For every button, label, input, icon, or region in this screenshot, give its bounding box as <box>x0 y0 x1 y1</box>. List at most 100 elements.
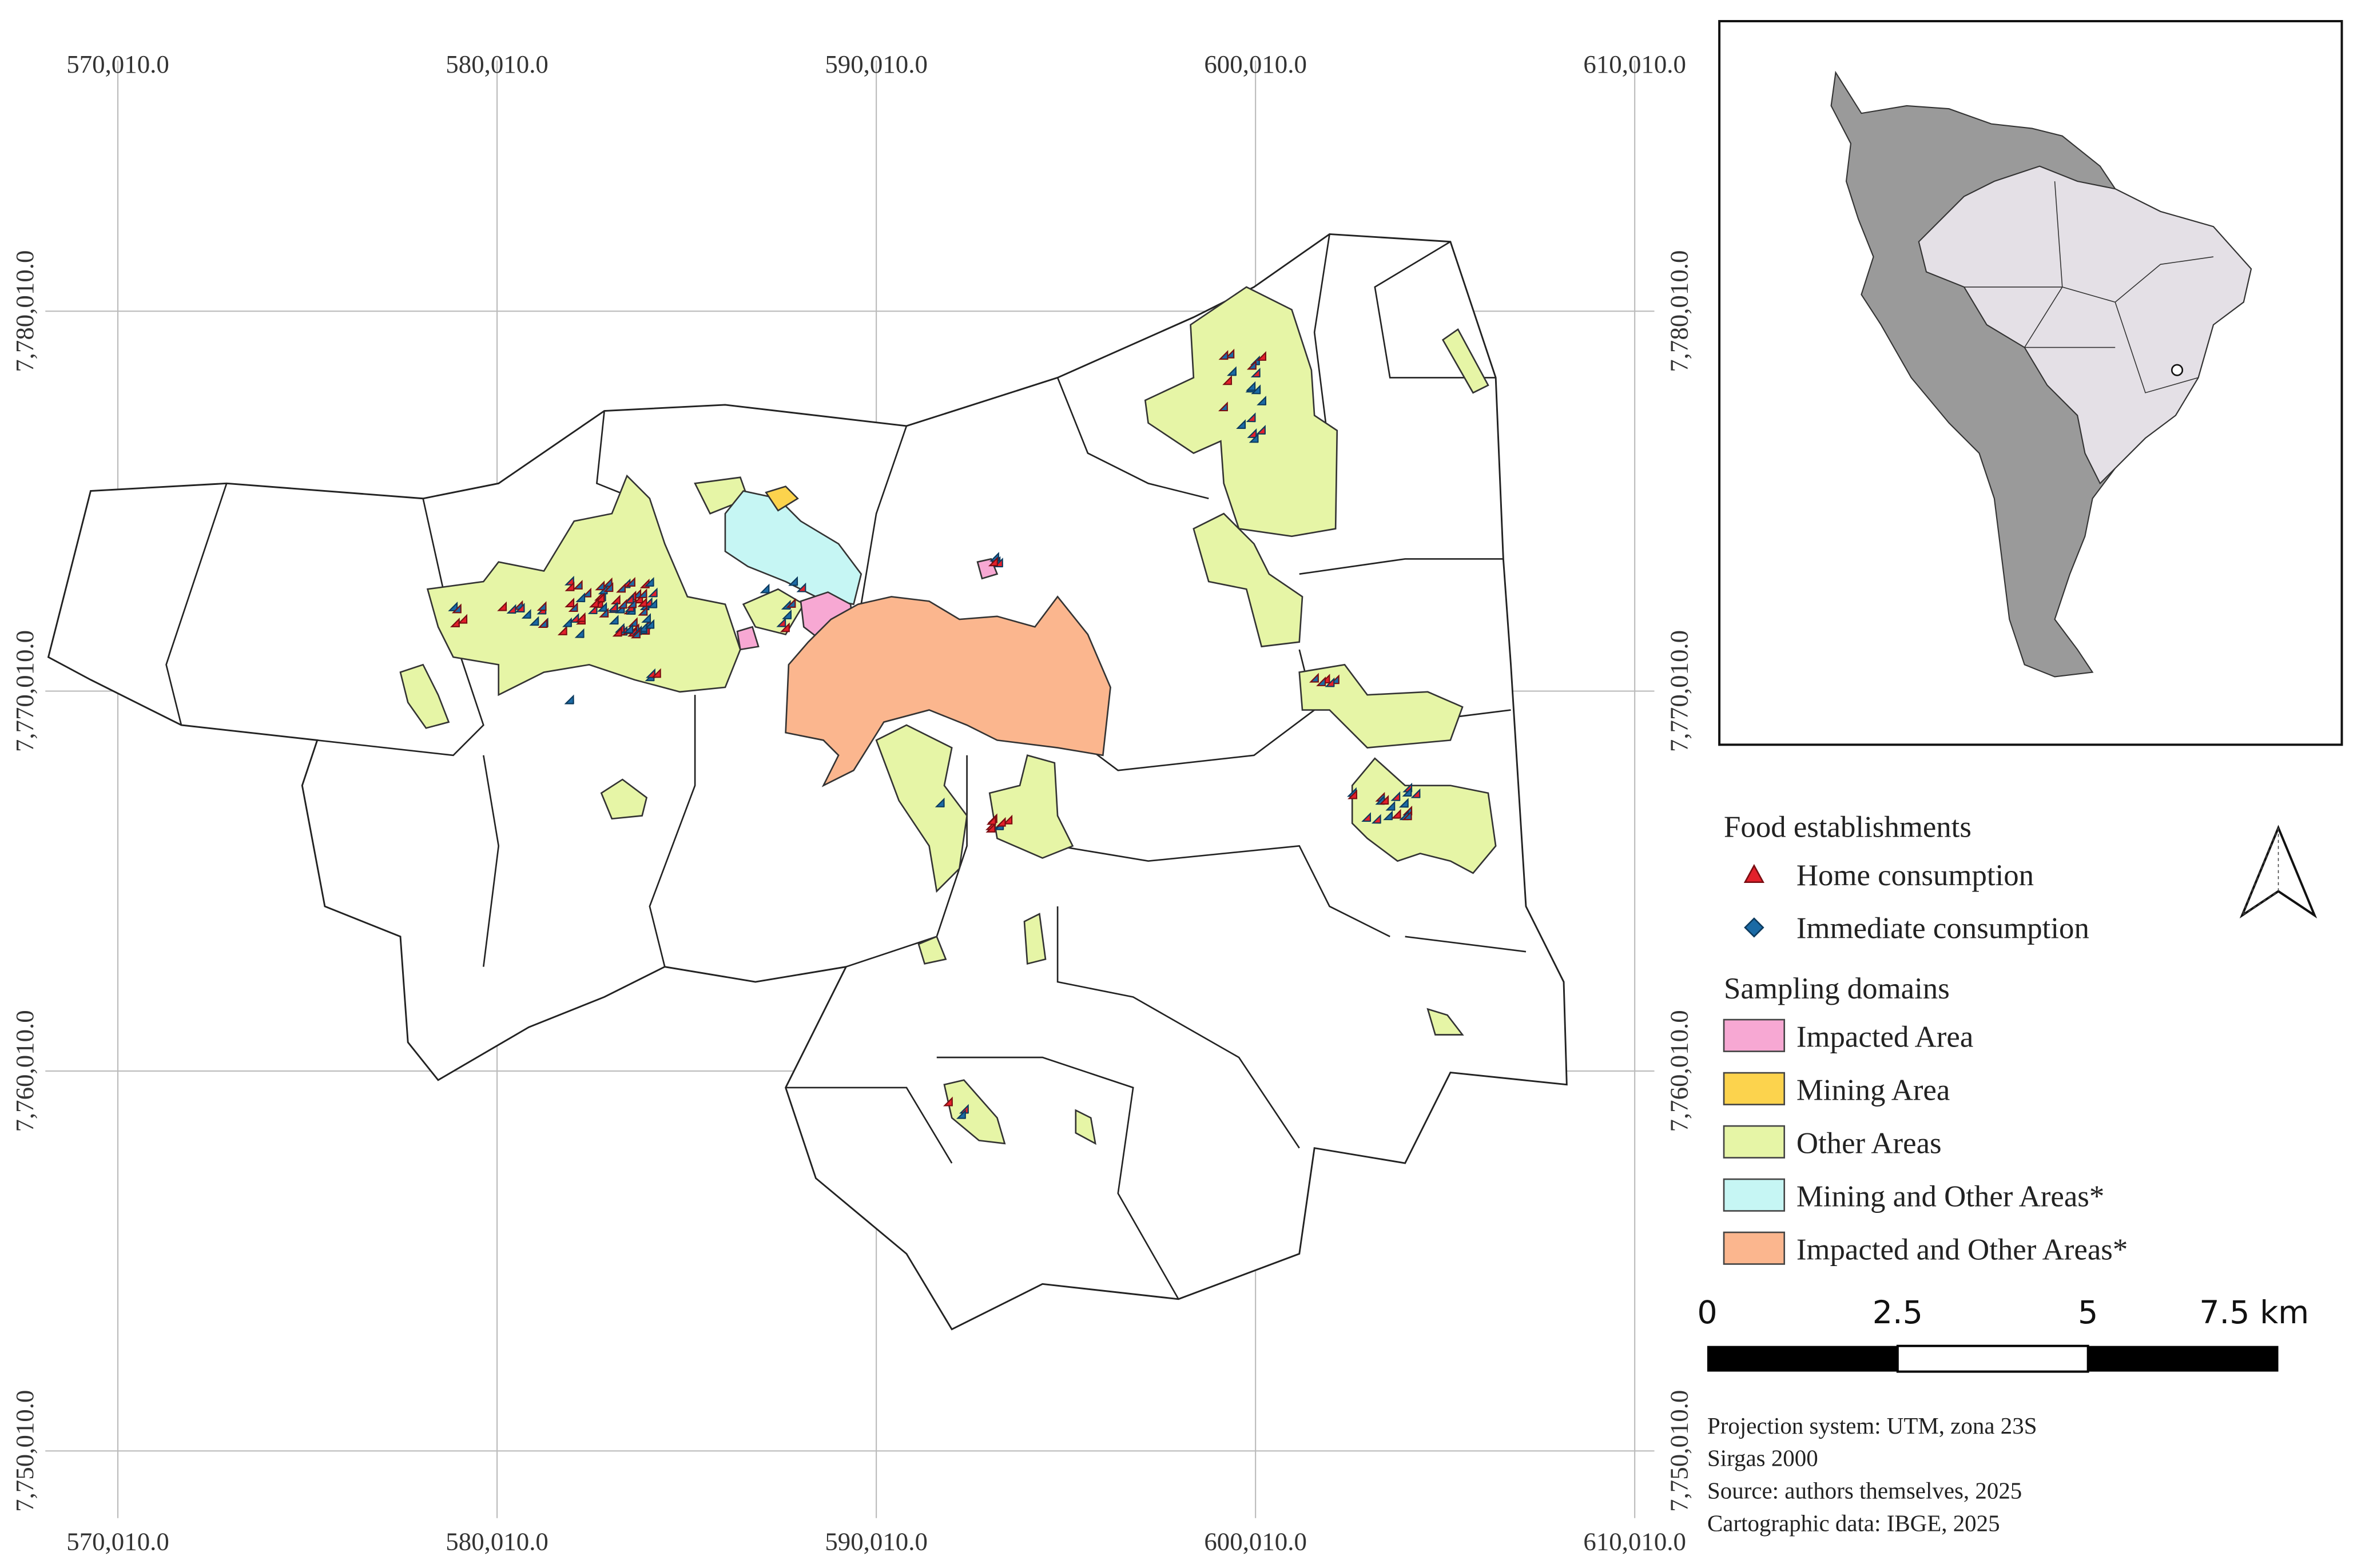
x-coordinate-label: 590,010.0 <box>825 1527 928 1555</box>
legend-label: Other Areas <box>1796 1127 1942 1160</box>
home-consumption-point <box>538 618 548 628</box>
immediate-consumption-point <box>624 594 634 604</box>
immediate-consumption-point <box>647 587 658 598</box>
other-areas <box>1441 328 1489 394</box>
legend-label: Immediate consumption <box>1796 912 2089 945</box>
x-coordinate-label: 580,010.0 <box>446 50 548 78</box>
home-consumption-point <box>536 601 547 611</box>
immediate-consumption-point <box>1410 788 1421 798</box>
home-consumption-point <box>575 612 586 622</box>
other-areas <box>875 724 968 893</box>
legend-swatch <box>1723 1178 1786 1212</box>
home-consumption-point <box>1246 360 1257 370</box>
x-coordinate-label: 570,010.0 <box>66 50 169 78</box>
scale-label: 5 <box>2078 1295 2098 1331</box>
home-consumption-point <box>1391 809 1401 819</box>
municipality-boundary <box>47 233 1568 1331</box>
legend-title: Sampling domains <box>1724 972 1950 1005</box>
impacted-area <box>736 626 760 651</box>
immediate-consumption-point <box>1251 384 1261 395</box>
home-consumption-point <box>986 815 996 825</box>
note-line: Source: authors themselves, 2025 <box>1707 1478 2022 1503</box>
home-consumption-point <box>617 599 627 609</box>
home-consumption-point <box>1222 375 1233 385</box>
legend-symbol <box>1744 917 1764 938</box>
home-consumption-point <box>573 579 583 590</box>
home-consumption-point <box>595 580 605 591</box>
other-areas <box>399 663 450 729</box>
home-consumption-point <box>637 597 647 607</box>
immediate-consumption-point <box>796 582 806 592</box>
immediate-consumption-point <box>1361 812 1372 822</box>
y-coordinate-label: 7,770,010.0 <box>10 630 39 752</box>
scale-segment <box>1896 1344 2089 1373</box>
other-areas <box>988 754 1074 859</box>
scale-bar: 0 2.5 5 7.5 km <box>1697 1295 2309 1373</box>
home-consumption-point <box>616 583 626 593</box>
other-areas <box>742 588 805 636</box>
immediate-consumption-point <box>1250 368 1261 378</box>
legend-label: Mining and Other Areas* <box>1796 1180 2104 1213</box>
y-coordinate-label: 7,760,010.0 <box>1665 1010 1694 1132</box>
immediate-consumption-point <box>562 617 572 627</box>
immediate-consumption-point <box>935 797 945 807</box>
immediate-consumption-point <box>1250 355 1260 365</box>
immediate-consumption-point <box>597 602 607 612</box>
legend-symbol <box>1743 863 1764 884</box>
home-consumption-point <box>565 581 575 591</box>
immediate-consumption-point <box>1325 677 1335 687</box>
home-consumption-point <box>943 1096 953 1107</box>
home-consumption-point <box>458 614 468 624</box>
home-consumption-point <box>1257 351 1267 361</box>
home-consumption-point <box>1003 814 1013 825</box>
home-consumption-point <box>602 577 613 587</box>
legend-title: Food establishments <box>1724 810 1971 843</box>
home-consumption-point <box>557 625 567 635</box>
home-consumption-point <box>568 602 578 612</box>
legend-swatch <box>1723 1072 1786 1105</box>
x-coordinate-label: 600,010.0 <box>1204 50 1307 78</box>
impacted-and-other-areas <box>785 595 1111 787</box>
immediate-consumption-point <box>1256 424 1266 435</box>
scale-segment <box>1707 1346 1898 1372</box>
immediate-consumption-point <box>529 616 539 626</box>
x-coordinate-label: 610,010.0 <box>1583 50 1686 78</box>
state-borders <box>1964 181 2214 393</box>
other-areas <box>600 778 648 820</box>
home-consumption-point <box>637 588 647 598</box>
immediate-consumption-point <box>608 602 618 612</box>
home-consumption-point <box>589 598 599 608</box>
y-coordinate-label: 7,780,010.0 <box>10 250 39 372</box>
other-areas <box>426 474 741 697</box>
district-boundaries <box>165 234 1527 1300</box>
immediate-consumption-point <box>1246 412 1256 423</box>
north-arrow-shade <box>2241 827 2279 917</box>
home-consumption-point <box>651 668 661 678</box>
other-areas <box>1144 286 1338 538</box>
x-coordinate-label: 570,010.0 <box>66 1527 169 1555</box>
y-coordinate-label: 7,770,010.0 <box>1665 630 1694 752</box>
location-inset <box>1718 20 2343 746</box>
home-consumption-point <box>625 576 635 587</box>
main-map <box>47 233 1568 1331</box>
immediate-consumption-point <box>574 628 585 638</box>
y-coordinate-label: 7,750,010.0 <box>1665 1390 1694 1512</box>
other-areas <box>1426 1008 1464 1036</box>
immediate-consumption-point <box>956 1109 966 1119</box>
immediate-consumption-point <box>1249 433 1259 443</box>
legend-label: Impacted Area <box>1796 1021 1973 1054</box>
immediate-consumption-point <box>1371 814 1381 824</box>
immediate-consumption-point <box>1227 366 1237 376</box>
immediate-consumption-point <box>760 583 770 594</box>
other-areas <box>1298 663 1464 749</box>
home-consumption-point <box>1218 350 1229 360</box>
home-consumption-point <box>612 627 622 637</box>
immediate-consumption-point <box>515 603 525 613</box>
home-consumption-point <box>780 622 790 632</box>
y-coordinate-label: 7,780,010.0 <box>1665 250 1694 372</box>
mining-area <box>765 485 799 512</box>
home-consumption-point <box>1348 789 1358 799</box>
legend-swatch <box>1723 1231 1786 1265</box>
